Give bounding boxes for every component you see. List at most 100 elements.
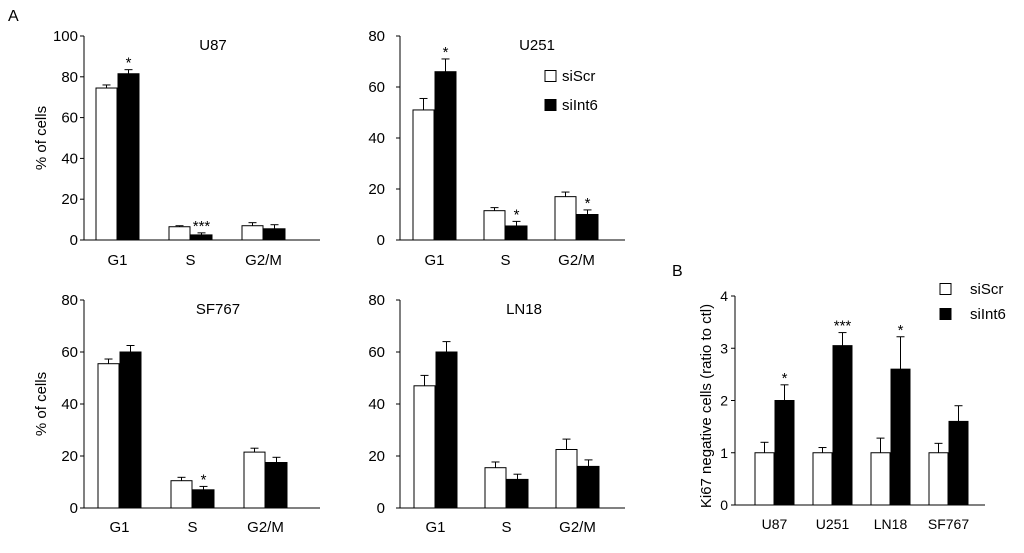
bar-siscr bbox=[555, 449, 578, 509]
bar-siscr bbox=[483, 210, 506, 241]
bar-siscr bbox=[870, 452, 891, 506]
y-tick-label: 40 bbox=[61, 396, 78, 413]
bar-siscr bbox=[97, 363, 120, 509]
y-tick-label: 80 bbox=[368, 28, 385, 45]
y-tick-label: 100 bbox=[53, 28, 78, 45]
bar-siint6 bbox=[265, 462, 288, 509]
bar-siscr bbox=[243, 451, 266, 509]
significance-marker: * bbox=[898, 322, 904, 339]
x-tick-label: G2/M bbox=[245, 252, 282, 269]
y-tick-label: 40 bbox=[368, 396, 385, 413]
y-tick-label: 80 bbox=[61, 292, 78, 309]
bar-siint6 bbox=[948, 420, 969, 506]
x-tick-label: G1 bbox=[425, 519, 445, 536]
bar-siscr bbox=[168, 226, 191, 241]
y-tick-label: 3 bbox=[720, 340, 728, 356]
x-tick-label: G2/M bbox=[559, 519, 596, 536]
chart-title: SF767 bbox=[196, 301, 240, 318]
y-tick-label: 0 bbox=[70, 500, 78, 517]
bar-siint6 bbox=[890, 368, 911, 506]
bar-siscr bbox=[554, 196, 577, 241]
bar-siint6 bbox=[263, 228, 286, 241]
chart-title: U87 bbox=[199, 37, 227, 54]
legend-swatch-siscr bbox=[544, 70, 557, 82]
y-axis-label: % of cells bbox=[33, 372, 50, 436]
bar-siint6 bbox=[190, 234, 213, 241]
bar-siscr bbox=[754, 452, 775, 506]
x-tick-label: G1 bbox=[424, 252, 444, 269]
bar-siint6 bbox=[505, 225, 528, 241]
significance-marker: *** bbox=[834, 318, 852, 335]
bar-siint6 bbox=[117, 73, 140, 241]
bar-siint6 bbox=[119, 351, 142, 509]
legend-label: siInt6 bbox=[562, 97, 598, 114]
y-axis-label: Ki67 negative cells (ratio to ctl) bbox=[698, 304, 715, 508]
y-tick-label: 4 bbox=[720, 288, 728, 304]
significance-marker: * bbox=[443, 44, 449, 61]
significance-marker: * bbox=[782, 370, 788, 387]
y-tick-label: 20 bbox=[61, 448, 78, 465]
bar-siscr bbox=[241, 225, 264, 241]
legend-swatch-siint6 bbox=[939, 308, 952, 320]
bar-siint6 bbox=[576, 214, 599, 241]
bar-siscr bbox=[928, 452, 949, 506]
y-tick-label: 0 bbox=[720, 497, 728, 513]
chart-title: LN18 bbox=[506, 301, 542, 318]
y-tick-label: 0 bbox=[377, 500, 385, 517]
x-tick-label: U87 bbox=[762, 516, 788, 532]
x-tick-label: S bbox=[187, 519, 197, 536]
bar-siint6 bbox=[774, 400, 795, 506]
y-tick-label: 40 bbox=[61, 150, 78, 167]
bar-siscr bbox=[170, 480, 193, 509]
y-tick-label: 40 bbox=[368, 130, 385, 147]
panel-label-a: A bbox=[8, 8, 19, 25]
legend-swatch-siint6 bbox=[544, 99, 557, 111]
y-tick-label: 2 bbox=[720, 393, 728, 409]
y-tick-label: 0 bbox=[377, 232, 385, 249]
x-tick-label: G1 bbox=[107, 252, 127, 269]
x-tick-label: G2/M bbox=[558, 252, 595, 269]
bar-siint6 bbox=[577, 465, 600, 509]
panel-label-b: B bbox=[672, 263, 683, 280]
significance-marker: * bbox=[514, 206, 520, 223]
significance-marker: * bbox=[585, 195, 591, 212]
x-tick-label: U251 bbox=[816, 516, 850, 532]
bar-siscr bbox=[412, 109, 435, 241]
x-tick-label: S bbox=[501, 519, 511, 536]
legend-label: siScr bbox=[562, 68, 595, 85]
y-tick-label: 20 bbox=[368, 181, 385, 198]
bar-siint6 bbox=[832, 345, 853, 506]
y-tick-label: 60 bbox=[61, 344, 78, 361]
y-tick-label: 60 bbox=[368, 344, 385, 361]
x-tick-label: LN18 bbox=[874, 516, 908, 532]
legend-label: siInt6 bbox=[970, 306, 1006, 323]
y-tick-label: 80 bbox=[368, 292, 385, 309]
y-tick-label: 80 bbox=[61, 69, 78, 86]
y-tick-label: 20 bbox=[368, 448, 385, 465]
y-tick-label: 60 bbox=[61, 110, 78, 127]
bar-siint6 bbox=[435, 351, 458, 509]
bar-siscr bbox=[484, 467, 507, 509]
x-tick-label: SF767 bbox=[928, 516, 969, 532]
bar-siscr bbox=[413, 385, 436, 509]
significance-marker: *** bbox=[193, 218, 211, 235]
x-tick-label: G1 bbox=[109, 519, 129, 536]
y-tick-label: 60 bbox=[368, 79, 385, 96]
legend-label: siScr bbox=[970, 281, 1003, 298]
legend-swatch-siscr bbox=[939, 283, 952, 295]
y-tick-label: 1 bbox=[720, 445, 728, 461]
bar-siint6 bbox=[434, 71, 457, 241]
y-tick-label: 0 bbox=[70, 232, 78, 249]
y-axis-label: % of cells bbox=[33, 106, 50, 170]
chart-title: U251 bbox=[519, 37, 555, 54]
y-tick-label: 20 bbox=[61, 191, 78, 208]
x-tick-label: S bbox=[185, 252, 195, 269]
x-tick-label: S bbox=[500, 252, 510, 269]
bar-siscr bbox=[812, 452, 833, 506]
x-tick-label: G2/M bbox=[247, 519, 284, 536]
significance-marker: * bbox=[201, 471, 207, 488]
significance-marker: * bbox=[126, 55, 132, 72]
bar-siint6 bbox=[192, 489, 215, 509]
